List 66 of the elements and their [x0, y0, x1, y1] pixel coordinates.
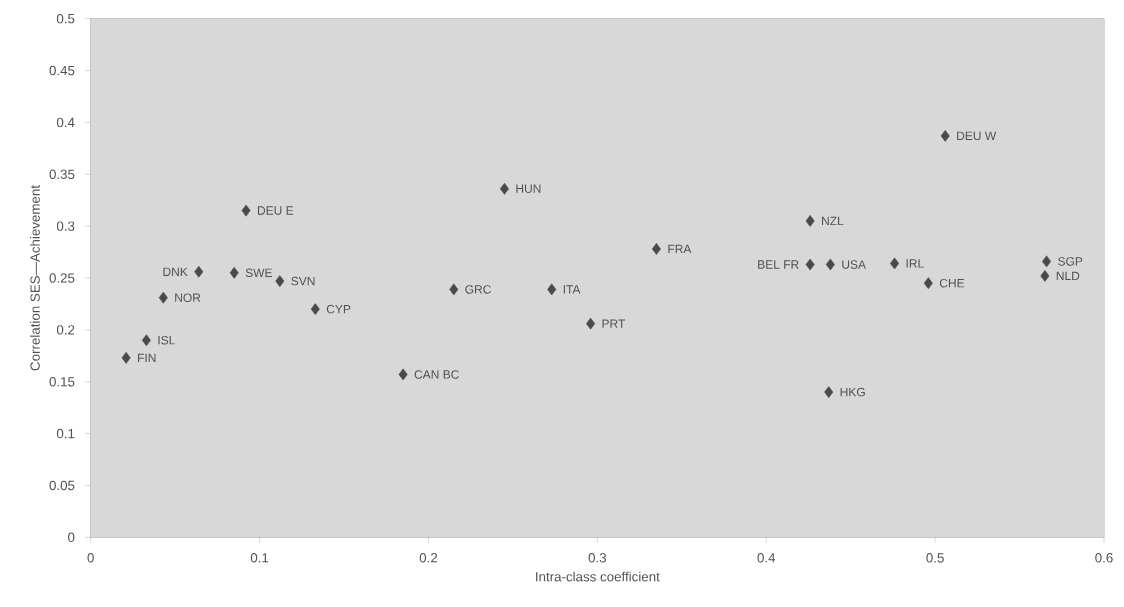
annotation: USA	[842, 260, 866, 269]
annotation: ISL	[158, 336, 175, 345]
point	[310, 303, 320, 316]
point	[805, 215, 815, 227]
y-tick-label: 0.5	[56, 14, 75, 24]
y-tick-label: 0	[68, 532, 75, 543]
annotation: SVN	[291, 277, 315, 286]
point	[398, 368, 408, 381]
annotation: FIN	[138, 353, 156, 363]
annotation: SGP	[1058, 257, 1083, 266]
point	[923, 277, 933, 290]
point	[121, 352, 131, 364]
point	[1040, 270, 1050, 282]
annotation: CYP	[326, 305, 351, 314]
x-tick-label: 0.3	[588, 553, 607, 563]
annotation: BEL FR	[758, 260, 799, 269]
annotation: HUN	[516, 184, 541, 194]
y-tick-label: 0.1	[56, 429, 75, 439]
point	[241, 204, 251, 217]
point	[651, 243, 661, 255]
point	[275, 275, 285, 288]
annotation: HKG	[840, 388, 865, 397]
x-tick-label: 0.4	[757, 553, 776, 563]
point	[499, 183, 509, 195]
annotation: NZL	[822, 216, 844, 226]
x-tick-label: 0.5	[926, 553, 944, 563]
annotation: ITA	[563, 285, 581, 294]
y-tick-label: 0.3	[56, 221, 75, 232]
x-tick-label: 0.6	[1095, 553, 1113, 563]
point	[805, 258, 815, 271]
point	[141, 334, 151, 347]
point	[824, 386, 834, 399]
point	[194, 266, 204, 278]
x-axis-title: Intra-class coefficient	[536, 571, 660, 582]
annotation: CHE	[939, 279, 965, 288]
annotation: GRC	[465, 285, 491, 294]
annotation: DEU W	[957, 131, 997, 141]
annotation: NOR	[175, 293, 201, 303]
point	[229, 267, 239, 279]
annotation: PRT	[602, 319, 626, 328]
annotation: CAN BC	[414, 370, 459, 379]
x-tick-label: 0.1	[250, 553, 269, 563]
annotation: FRA	[668, 244, 692, 254]
annotation: SWE	[245, 268, 272, 278]
y-tick-label: 0.35	[49, 169, 75, 180]
annotation: IRL	[906, 259, 924, 268]
x-tick-label: 0.2	[419, 553, 438, 563]
point	[1042, 255, 1052, 268]
annotation: NLD	[1056, 271, 1080, 281]
y-tick-label: 0.2	[56, 325, 75, 335]
point	[890, 257, 900, 270]
y-tick-label: 0.25	[49, 273, 75, 283]
y-tick-label: 0.45	[49, 65, 75, 76]
point	[940, 130, 950, 142]
annotation: DEU E	[257, 206, 294, 215]
point	[449, 283, 459, 296]
y-tick-label: 0.4	[56, 117, 75, 128]
x-tick-label: 0	[87, 553, 94, 563]
y-tick-label: 0.15	[49, 377, 75, 387]
point	[825, 258, 835, 271]
point	[547, 283, 557, 296]
annotation: DNK	[163, 267, 188, 277]
point	[158, 292, 168, 304]
point	[586, 317, 596, 330]
y-axis-title: Correlation SES—Achievement	[30, 185, 40, 371]
y-tick-label: 0.05	[49, 480, 75, 491]
